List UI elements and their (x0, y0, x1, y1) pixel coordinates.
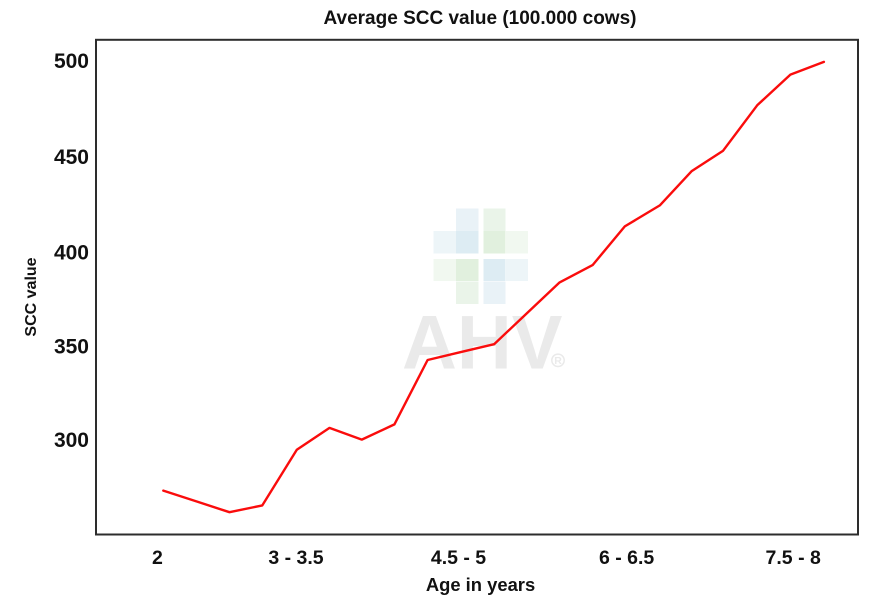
svg-text:6 - 6.5: 6 - 6.5 (599, 547, 654, 569)
svg-text:450: 450 (54, 146, 89, 169)
svg-text:AHV: AHV (402, 300, 563, 385)
svg-text:7.5 - 8: 7.5 - 8 (766, 547, 821, 569)
svg-text:Average SCC value (100.000 cow: Average SCC value (100.000 cows) (324, 8, 637, 29)
svg-text:400: 400 (54, 242, 89, 265)
svg-text:2: 2 (152, 547, 163, 569)
svg-text:Age in years: Age in years (426, 574, 535, 595)
svg-text:3 - 3.5: 3 - 3.5 (268, 547, 323, 569)
svg-text:500: 500 (54, 50, 89, 73)
svg-text:R: R (554, 355, 562, 367)
svg-text:SCC value: SCC value (23, 257, 40, 336)
svg-text:350: 350 (54, 335, 89, 358)
svg-text:300: 300 (54, 429, 89, 452)
svg-text:4.5 - 5: 4.5 - 5 (431, 547, 486, 569)
